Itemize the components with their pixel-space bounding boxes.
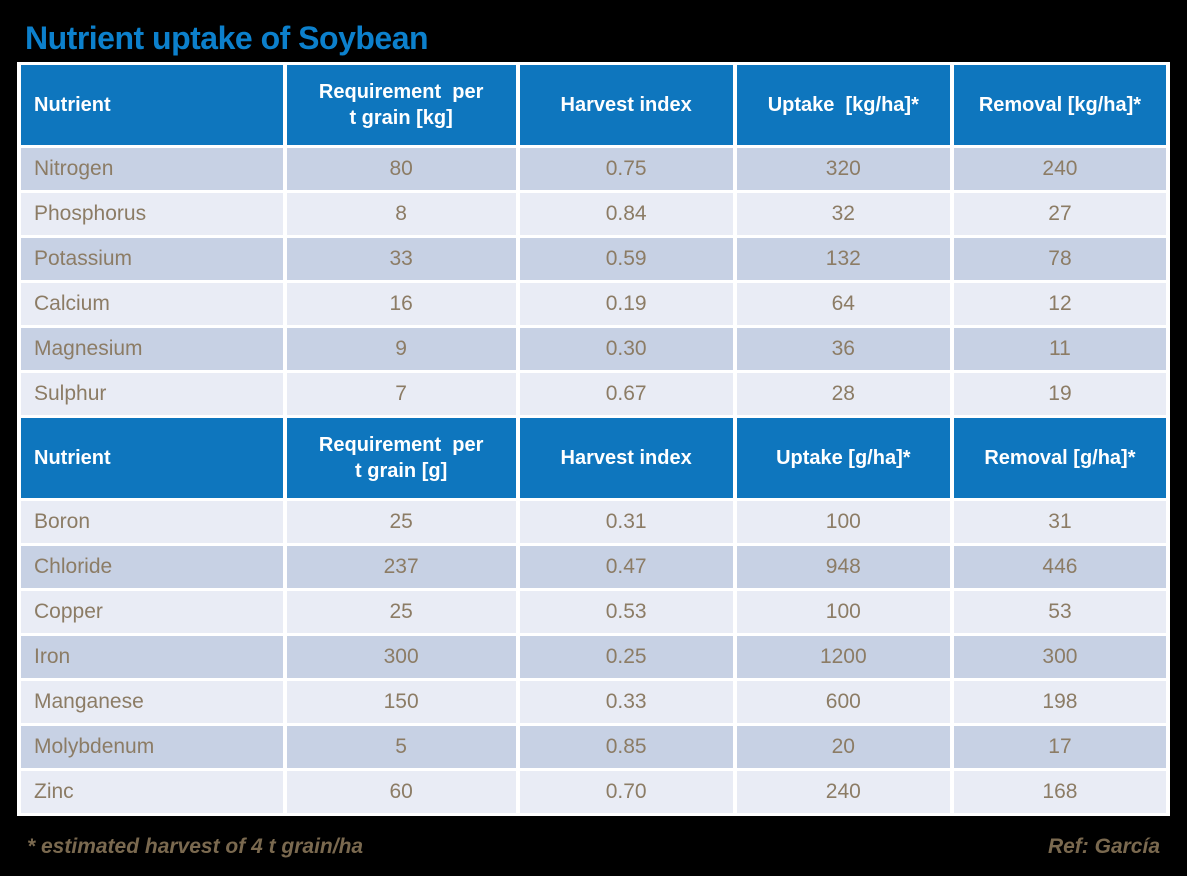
- header-cell: Nutrient: [21, 418, 283, 498]
- value-cell: 8: [286, 193, 516, 235]
- nutrient-name-cell: Boron: [21, 501, 283, 543]
- value-cell: 36: [736, 328, 950, 370]
- nutrient-table-body: Nutrient Requirement per t grain [kg] Harv…: [21, 65, 1166, 813]
- header-row: Nutrient Requirement per t grain [g] Harve…: [21, 418, 1166, 498]
- reference: Ref: García: [1047, 835, 1160, 858]
- value-cell: 19: [953, 373, 1166, 415]
- value-cell: 0.59: [519, 238, 733, 280]
- nutrient-name-cell: Manganese: [21, 681, 283, 723]
- header-cell: Uptake [g/ha]*: [736, 418, 950, 498]
- value-cell: 28: [736, 373, 950, 415]
- value-cell: 0.67: [519, 373, 733, 415]
- table-row: Copper 25 0.53 100 53: [21, 591, 1166, 633]
- value-cell: 33: [286, 238, 516, 280]
- value-cell: 16: [286, 283, 516, 325]
- value-cell: 0.33: [519, 681, 733, 723]
- value-cell: 12: [953, 283, 1166, 325]
- table-row: Chloride 237 0.47 948 446: [21, 546, 1166, 588]
- value-cell: 1200: [736, 636, 950, 678]
- value-cell: 17: [953, 726, 1166, 768]
- value-cell: 240: [736, 771, 950, 813]
- value-cell: 11: [953, 328, 1166, 370]
- table-row: Potassium 33 0.59 132 78: [21, 238, 1166, 280]
- header-cell: Harvest index: [519, 65, 733, 145]
- value-cell: 100: [736, 501, 950, 543]
- value-cell: 64: [736, 283, 950, 325]
- header-cell: Requirement per t grain [g]: [286, 418, 516, 498]
- table-container: Nutrient Requirement per t grain [kg] Harv…: [17, 62, 1170, 816]
- nutrient-name-cell: Phosphorus: [21, 193, 283, 235]
- value-cell: 132: [736, 238, 950, 280]
- value-cell: 20: [736, 726, 950, 768]
- value-cell: 7: [286, 373, 516, 415]
- value-cell: 0.25: [519, 636, 733, 678]
- header-cell: Uptake [kg/ha]*: [736, 65, 950, 145]
- value-cell: 0.53: [519, 591, 733, 633]
- value-cell: 60: [286, 771, 516, 813]
- value-cell: 198: [953, 681, 1166, 723]
- header-cell: Nutrient: [21, 65, 283, 145]
- nutrient-name-cell: Molybdenum: [21, 726, 283, 768]
- table-row: Calcium 16 0.19 64 12: [21, 283, 1166, 325]
- header-cell: Requirement per t grain [kg]: [286, 65, 516, 145]
- table-row: Iron 300 0.25 1200 300: [21, 636, 1166, 678]
- value-cell: 31: [953, 501, 1166, 543]
- value-cell: 80: [286, 148, 516, 190]
- table-row: Molybdenum 5 0.85 20 17: [21, 726, 1166, 768]
- nutrient-name-cell: Zinc: [21, 771, 283, 813]
- value-cell: 168: [953, 771, 1166, 813]
- page-title: Nutrient uptake of Soybean: [25, 20, 429, 56]
- value-cell: 0.47: [519, 546, 733, 588]
- table-row: Magnesium 9 0.30 36 11: [21, 328, 1166, 370]
- value-cell: 0.30: [519, 328, 733, 370]
- nutrient-name-cell: Nitrogen: [21, 148, 283, 190]
- value-cell: 300: [286, 636, 516, 678]
- value-cell: 25: [286, 501, 516, 543]
- nutrient-name-cell: Calcium: [21, 283, 283, 325]
- footnote: * estimated harvest of 4 t grain/ha: [27, 835, 364, 858]
- value-cell: 150: [286, 681, 516, 723]
- value-cell: 0.84: [519, 193, 733, 235]
- table-row: Zinc 60 0.70 240 168: [21, 771, 1166, 813]
- value-cell: 948: [736, 546, 950, 588]
- value-cell: 0.31: [519, 501, 733, 543]
- value-cell: 300: [953, 636, 1166, 678]
- value-cell: 78: [953, 238, 1166, 280]
- value-cell: 600: [736, 681, 950, 723]
- nutrient-name-cell: Copper: [21, 591, 283, 633]
- table-row: Phosphorus 8 0.84 32 27: [21, 193, 1166, 235]
- value-cell: 0.85: [519, 726, 733, 768]
- header-cell: Harvest index: [519, 418, 733, 498]
- nutrient-name-cell: Iron: [21, 636, 283, 678]
- value-cell: 32: [736, 193, 950, 235]
- table-row: Boron 25 0.31 100 31: [21, 501, 1166, 543]
- value-cell: 0.19: [519, 283, 733, 325]
- nutrient-name-cell: Potassium: [21, 238, 283, 280]
- value-cell: 237: [286, 546, 516, 588]
- nutrient-name-cell: Chloride: [21, 546, 283, 588]
- value-cell: 446: [953, 546, 1166, 588]
- value-cell: 25: [286, 591, 516, 633]
- value-cell: 0.75: [519, 148, 733, 190]
- nutrient-table: Nutrient Requirement per t grain [kg] Harv…: [17, 62, 1170, 816]
- table-row: Manganese 150 0.33 600 198: [21, 681, 1166, 723]
- header-cell: Removal [g/ha]*: [953, 418, 1166, 498]
- value-cell: 5: [286, 726, 516, 768]
- nutrient-name-cell: Magnesium: [21, 328, 283, 370]
- value-cell: 9: [286, 328, 516, 370]
- value-cell: 100: [736, 591, 950, 633]
- table-row: Sulphur 7 0.67 28 19: [21, 373, 1166, 415]
- value-cell: 320: [736, 148, 950, 190]
- header-cell: Removal [kg/ha]*: [953, 65, 1166, 145]
- value-cell: 0.70: [519, 771, 733, 813]
- value-cell: 240: [953, 148, 1166, 190]
- nutrient-name-cell: Sulphur: [21, 373, 283, 415]
- value-cell: 27: [953, 193, 1166, 235]
- value-cell: 53: [953, 591, 1166, 633]
- header-row: Nutrient Requirement per t grain [kg] Harv…: [21, 65, 1166, 145]
- footer: * estimated harvest of 4 t grain/ha Ref:…: [0, 816, 1187, 876]
- table-row: Nitrogen 80 0.75 320 240: [21, 148, 1166, 190]
